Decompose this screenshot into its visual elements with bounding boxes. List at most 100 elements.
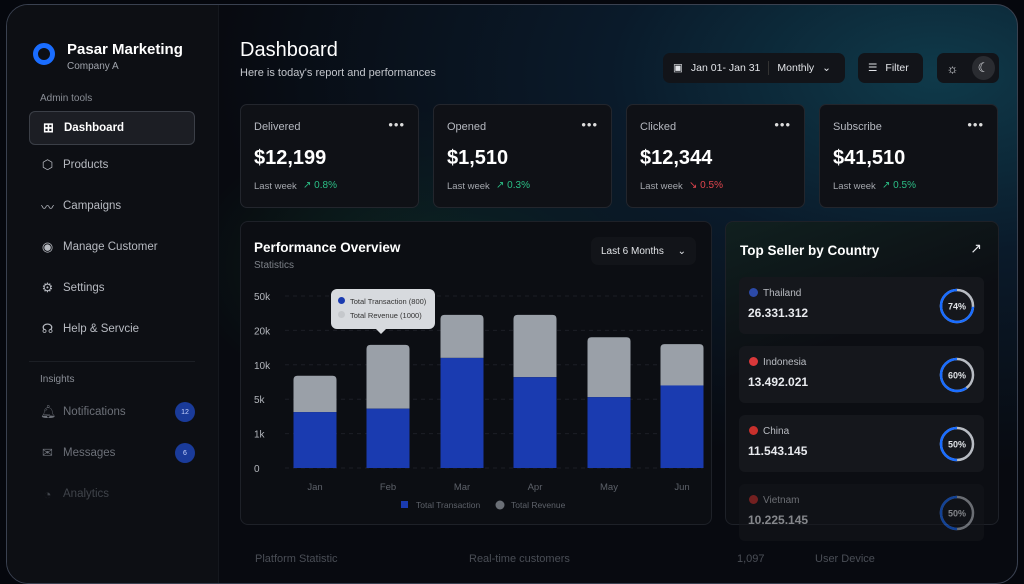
moon-icon[interactable]: ☾ <box>972 56 995 80</box>
trend-icon: 〰 <box>40 199 54 215</box>
flag-icon <box>749 357 758 366</box>
sidebar-item-messages[interactable]: ✉ Messages 6 <box>29 436 195 470</box>
mail-icon: ✉ <box>42 445 53 460</box>
bar-transaction-Mar <box>440 357 484 468</box>
legend-transaction: Total Transaction <box>416 500 481 510</box>
sidebar-item-settings[interactable]: ⚙ Settings <box>29 271 195 305</box>
progress-ring: 60% <box>939 357 975 393</box>
filter-button[interactable]: ☰ Filter <box>858 53 923 83</box>
country-row[interactable]: Vietnam 10.225.145 50% <box>739 484 984 541</box>
card-value: $12,199 <box>254 147 327 169</box>
more-icon[interactable]: ••• <box>388 117 405 132</box>
range-select[interactable]: Last 6 Months ⌄ <box>591 237 696 265</box>
sidebar-item-help[interactable]: ☊ Help & Servcie <box>29 312 195 346</box>
bar-transaction-Jan <box>293 412 337 468</box>
divider <box>29 361 195 362</box>
card-change: ↗ 0.5% <box>882 180 916 191</box>
country-row[interactable]: China 11.543.145 50% <box>739 415 984 472</box>
section-admin-tools: Admin tools <box>40 93 93 104</box>
progress-ring: 74% <box>939 288 975 324</box>
card-value: $1,510 <box>447 147 509 169</box>
country-value: 13.492.021 <box>748 375 809 389</box>
sidebar-item-products[interactable]: ⬡ Products <box>29 148 195 182</box>
country-value: 10.225.145 <box>748 513 809 527</box>
svg-text:50%: 50% <box>948 440 966 450</box>
sidebar-item-analytics[interactable]: ◔ Analytics <box>29 477 195 511</box>
bar-transaction-Feb <box>366 408 410 468</box>
date-range: Jan 01- Jan 31 <box>690 62 761 74</box>
section-insights: Insights <box>40 374 75 385</box>
trend-up-icon: ↗ <box>303 180 312 191</box>
y-tick-label: 1k <box>254 430 266 441</box>
user-circle-icon: ◉ <box>41 239 54 254</box>
country-row[interactable]: Thailand 26.331.312 74% <box>739 277 984 334</box>
label: Settings <box>63 282 105 294</box>
label: Campaigns <box>63 200 122 212</box>
label: Manage Customer <box>63 241 158 253</box>
date-range-picker[interactable]: ▣ Jan 01- Jan 31 Monthly ⌄ <box>663 53 845 83</box>
y-tick-label: 20k <box>254 326 271 337</box>
bar-revenue-May <box>587 337 631 398</box>
chevron-down-icon: ⌄ <box>822 62 831 74</box>
x-tick-label: Feb <box>380 482 396 493</box>
label: Help & Servcie <box>63 323 140 335</box>
card-label: Opened <box>447 121 487 133</box>
country-name: China <box>749 426 789 437</box>
label: Last 6 Months <box>601 245 664 257</box>
user-device-title: User Device <box>815 553 875 565</box>
box-icon: ⬡ <box>41 157 54 172</box>
y-tick-label: 50k <box>254 292 271 303</box>
page-title: Dashboard <box>240 39 338 61</box>
label: Notifications <box>63 406 126 418</box>
performance-panel: Performance Overview Statistics Last 6 M… <box>240 221 712 525</box>
bar-transaction-May <box>587 397 631 468</box>
progress-ring: 50% <box>939 495 975 531</box>
card-label: Delivered <box>254 121 301 133</box>
notifications-badge: 12 <box>175 402 195 422</box>
card-period: Last week <box>447 181 490 192</box>
sliders-icon: ☰ <box>868 62 878 74</box>
top-seller-title: Top Seller by Country <box>740 243 880 258</box>
label: Analytics <box>63 488 110 500</box>
period-select[interactable]: Monthly <box>777 62 815 74</box>
card-change: ↗ 0.8% <box>303 180 337 191</box>
sidebar-item-campaigns[interactable]: 〰 Campaigns <box>29 189 195 223</box>
calendar-icon: ▣ <box>673 62 683 74</box>
card-value: $12,344 <box>640 147 713 169</box>
sidebar: Pasar Marketing Company A Admin tools ⊞ D… <box>7 5 219 583</box>
card-change: ↘ 0.5% <box>689 180 723 191</box>
country-name: Thailand <box>749 288 801 299</box>
grid-icon: ⊞ <box>43 120 54 135</box>
label: Dashboard <box>64 122 125 134</box>
stat-card-delivered: Delivered ••• $12,199 Last week ↗ 0.8% <box>240 104 419 208</box>
page-subtitle: Here is today's report and performances <box>240 67 436 79</box>
top-seller-panel: Top Seller by Country ↗ Thailand 26.331.… <box>725 221 999 541</box>
card-period: Last week <box>254 181 297 192</box>
performance-subtitle: Statistics <box>254 260 295 271</box>
sidebar-item-notifications[interactable]: 🔔︎ Notifications 12 <box>29 395 195 429</box>
arrow-up-right-icon[interactable]: ↗ <box>970 240 982 256</box>
more-icon[interactable]: ••• <box>581 117 598 132</box>
sidebar-item-manage-customer[interactable]: ◉ Manage Customer <box>29 230 195 264</box>
bar-revenue-Feb <box>366 344 410 409</box>
sidebar-item-dashboard[interactable]: ⊞ Dashboard <box>29 111 195 145</box>
progress-ring: 50% <box>939 426 975 462</box>
x-tick-label: Jun <box>674 482 689 493</box>
label: Messages <box>63 447 116 459</box>
more-icon[interactable]: ••• <box>774 117 791 132</box>
y-tick-label: 5k <box>254 395 266 406</box>
app-window: Pasar Marketing Company A Admin tools ⊞ D… <box>6 4 1018 584</box>
flag-icon <box>749 426 758 435</box>
x-tick-label: May <box>600 482 618 493</box>
card-period: Last week <box>833 181 876 192</box>
country-value: 26.331.312 <box>748 306 809 320</box>
card-period: Last week <box>640 181 683 192</box>
performance-title: Performance Overview <box>254 240 401 255</box>
flag-icon <box>749 288 758 297</box>
bar-revenue-Jan <box>293 375 337 413</box>
more-icon[interactable]: ••• <box>967 117 984 132</box>
sun-icon[interactable]: ☼ <box>946 60 959 76</box>
messages-badge: 6 <box>175 443 195 463</box>
headset-icon: ☊ <box>41 321 54 336</box>
country-row[interactable]: Indonesia 13.492.021 60% <box>739 346 984 403</box>
